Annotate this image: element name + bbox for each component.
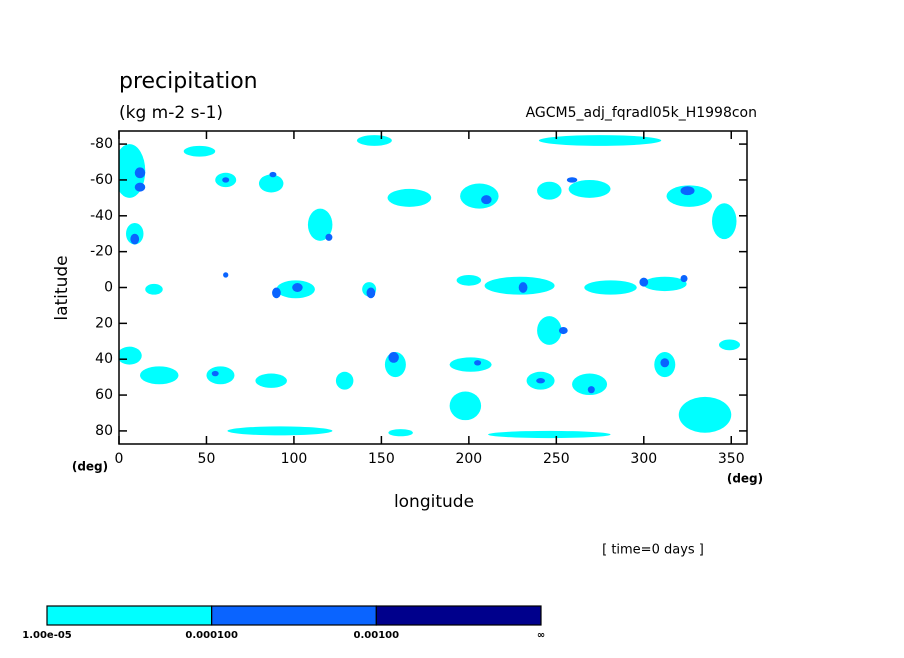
x-tick-label: 350 bbox=[718, 451, 745, 467]
contour-region bbox=[388, 429, 413, 437]
contour-region bbox=[206, 366, 235, 385]
contour-region bbox=[572, 373, 608, 396]
y-tick-label: 80 bbox=[95, 423, 113, 439]
colorbar-segment bbox=[46, 605, 213, 626]
y-tick-label: -40 bbox=[90, 208, 113, 224]
contour-region bbox=[183, 145, 216, 157]
x-tick-label: 0 bbox=[115, 451, 124, 467]
contour-region bbox=[366, 287, 376, 299]
contour-region bbox=[712, 203, 737, 240]
contour-region bbox=[566, 177, 578, 183]
run-label: AGCM5_adj_fqradl05k_H1998con bbox=[526, 105, 757, 121]
y-axis-label: latitude bbox=[52, 255, 72, 320]
colorbar-label: 0.00100 bbox=[354, 630, 400, 641]
contour-region bbox=[222, 177, 230, 183]
contour-region bbox=[488, 430, 611, 439]
contour-region bbox=[387, 188, 432, 207]
x-tick-label: 100 bbox=[281, 451, 308, 467]
contour-region bbox=[269, 171, 277, 178]
contour-region bbox=[134, 167, 146, 179]
x-tick-label: 250 bbox=[543, 451, 570, 467]
contour-region bbox=[145, 283, 163, 295]
contour-region bbox=[292, 283, 303, 292]
contour-region bbox=[211, 370, 219, 377]
y-unit: (deg) bbox=[72, 460, 108, 474]
contour-region bbox=[680, 186, 695, 196]
contour-region bbox=[388, 352, 399, 363]
contour-region bbox=[719, 339, 741, 351]
colorbar-label: 0.000100 bbox=[185, 630, 238, 641]
contour-region bbox=[584, 280, 637, 295]
contour-region bbox=[335, 371, 354, 390]
contour-region bbox=[307, 208, 333, 241]
colorbar-segment bbox=[211, 605, 377, 626]
y-tick-label: -80 bbox=[90, 136, 113, 152]
contour-region bbox=[642, 276, 687, 292]
colorbar-label: 1.00e-05 bbox=[22, 630, 72, 641]
contour-region bbox=[227, 426, 333, 436]
x-axis-label: longitude bbox=[394, 492, 474, 512]
contour-region bbox=[568, 179, 611, 198]
contour-region bbox=[537, 316, 562, 345]
contour-region bbox=[680, 274, 688, 283]
x-unit: (deg) bbox=[727, 472, 763, 486]
y-tick-label: -20 bbox=[90, 244, 113, 260]
x-tick-label: 50 bbox=[198, 451, 216, 467]
contour-region bbox=[258, 174, 284, 193]
contour-region bbox=[356, 135, 392, 146]
contour-region bbox=[660, 358, 670, 368]
contour-region bbox=[537, 181, 562, 200]
contour-region bbox=[460, 183, 499, 209]
contour-region bbox=[678, 396, 732, 433]
contour-region bbox=[538, 135, 662, 146]
contour-region bbox=[449, 391, 482, 421]
contour-region bbox=[223, 272, 229, 278]
contour-region bbox=[130, 233, 140, 245]
x-tick-label: 300 bbox=[630, 451, 657, 467]
y-tick-label: 60 bbox=[95, 387, 113, 403]
time-label: [ time=0 days ] bbox=[602, 543, 704, 558]
contour-region bbox=[325, 233, 333, 241]
contour-region bbox=[536, 378, 545, 384]
contour-region bbox=[666, 185, 713, 207]
contour-region bbox=[518, 282, 528, 293]
contour-region bbox=[456, 274, 482, 286]
contour-region bbox=[474, 360, 482, 366]
y-tick-label: -60 bbox=[90, 172, 113, 188]
x-tick-label: 150 bbox=[368, 451, 395, 467]
chart-subtitle: (kg m-2 s-1) bbox=[119, 103, 223, 123]
y-tick-label: 20 bbox=[95, 315, 113, 331]
contour-region bbox=[558, 326, 568, 335]
contour-region bbox=[134, 182, 146, 192]
contour-region bbox=[272, 287, 281, 299]
colorbar-segment bbox=[375, 605, 542, 626]
contour-region bbox=[449, 357, 492, 372]
contour-region bbox=[119, 346, 142, 365]
chart-title: precipitation bbox=[119, 69, 258, 94]
y-tick-label: 0 bbox=[104, 280, 113, 296]
contour-region bbox=[139, 366, 179, 385]
x-tick-label: 200 bbox=[455, 451, 482, 467]
field bbox=[119, 135, 741, 439]
y-tick-label: 40 bbox=[95, 351, 113, 367]
contour-region bbox=[481, 195, 492, 205]
colorbar-label: ∞ bbox=[537, 630, 545, 641]
contour-region bbox=[587, 386, 595, 394]
contour-region bbox=[639, 277, 649, 287]
contour-region bbox=[255, 373, 287, 388]
